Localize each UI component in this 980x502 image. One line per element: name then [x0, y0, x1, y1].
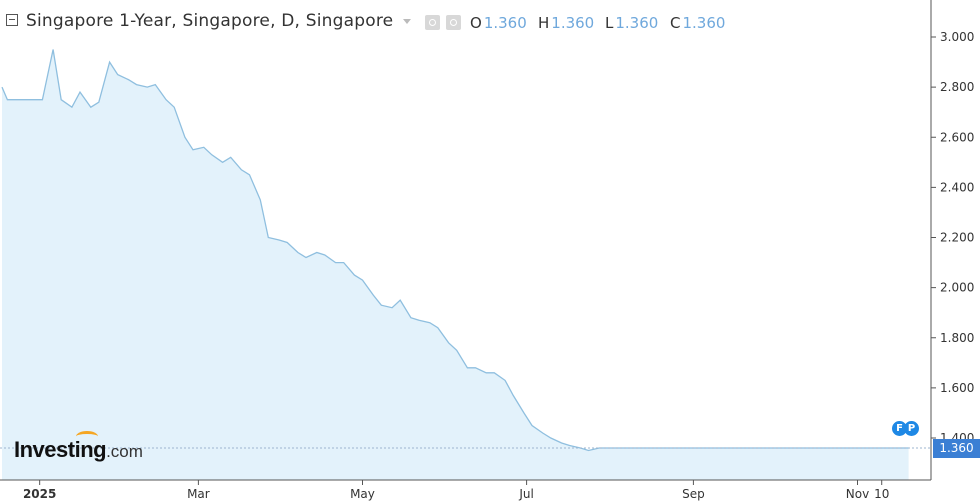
visibility-icon[interactable]	[425, 15, 440, 30]
logo-swoosh-icon	[76, 431, 98, 442]
y-tick-label: 2.000	[940, 281, 974, 295]
x-tick-label: Mar	[187, 487, 210, 501]
ohlc-low-value: 1.360	[615, 14, 659, 32]
event-badge-p[interactable]: P	[904, 421, 919, 436]
ohlc-high-value: 1.360	[551, 14, 595, 32]
ohlc-close: C 1.360	[670, 14, 726, 32]
x-tick-label: May	[350, 487, 375, 501]
series-area-fill	[2, 49, 909, 480]
settings-gear-icon[interactable]	[446, 15, 461, 30]
chart-title: Singapore 1-Year, Singapore, D, Singapor…	[26, 11, 394, 31]
ohlc-open: O 1.360	[470, 14, 527, 32]
y-tick-label: 2.400	[940, 180, 974, 194]
y-tick-label: 2.600	[940, 130, 974, 144]
y-tick-label: 2.800	[940, 80, 974, 94]
event-badge-f[interactable]: F	[892, 421, 907, 436]
x-tick-label: Jul	[518, 487, 533, 501]
investing-logo: Investing.com	[14, 431, 143, 463]
dropdown-caret-icon[interactable]	[403, 19, 411, 24]
collapse-icon[interactable]	[6, 14, 18, 26]
y-tick-label: 2.200	[940, 231, 974, 245]
ohlc-high: H 1.360	[538, 14, 595, 32]
ohlc-close-value: 1.360	[682, 14, 726, 32]
x-tick-label: 10	[874, 487, 889, 501]
ohlc-low: L 1.360	[605, 14, 659, 32]
ohlc-open-value: 1.360	[483, 14, 527, 32]
y-tick-label: 1.600	[940, 381, 974, 395]
x-tick-label: 2025	[23, 487, 56, 501]
y-tick-label: 3.000	[940, 30, 974, 44]
x-tick-label: Sep	[682, 487, 705, 501]
x-tick-label: Nov	[846, 487, 869, 501]
y-tick-label: 1.800	[940, 331, 974, 345]
current-price-tag: 1.360	[933, 438, 980, 458]
